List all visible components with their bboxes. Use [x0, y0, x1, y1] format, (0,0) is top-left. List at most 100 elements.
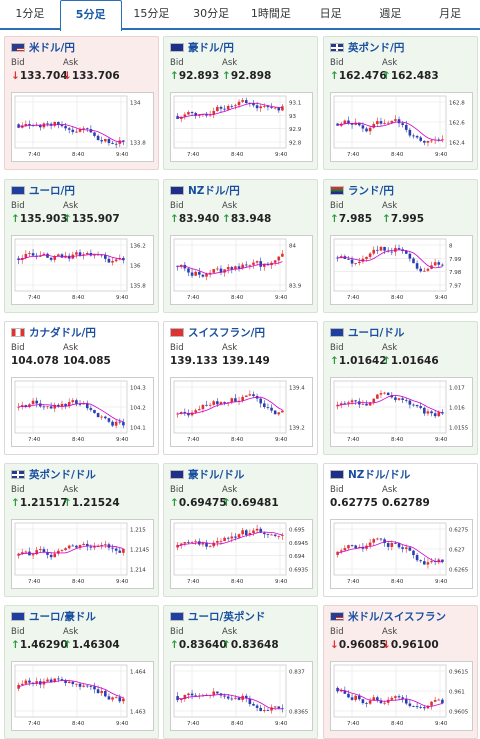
- currency-pair-name[interactable]: 豪ドル/円: [188, 42, 234, 54]
- currency-pair-name[interactable]: ユーロ/英ポンド: [188, 611, 266, 623]
- mini-chart[interactable]: 162.8 162.6 162.4 7:40 8:40 9:40: [330, 92, 473, 162]
- currency-pair-name[interactable]: カナダドル/円: [29, 327, 96, 339]
- mini-chart[interactable]: 93.1 93 92.9 92.8 7:40 8:40 9:40: [170, 92, 313, 162]
- mini-chart[interactable]: 0.837 0.8365 7:40 8:40 9:40: [170, 661, 313, 731]
- y-tick-label: 93: [289, 114, 296, 120]
- candle-body: [339, 403, 343, 405]
- currency-pair-name[interactable]: 英ポンド/ドル: [29, 469, 96, 481]
- candle-body: [401, 123, 404, 125]
- candle-body: [252, 394, 255, 397]
- candle-body: [190, 112, 194, 114]
- candle-body: [31, 554, 35, 556]
- rate-card[interactable]: NZドル/円 Bid Ask ↑83.940 ↑83.948 84 83.9 7:40 8:40…: [163, 179, 318, 313]
- candle-body: [379, 538, 383, 540]
- mini-chart[interactable]: 1.215 1.2145 1.214 7:40 8:40 9:40: [11, 519, 154, 589]
- candle-body: [104, 544, 107, 546]
- mini-chart[interactable]: 134 133.8 7:40 8:40 9:40: [11, 92, 154, 162]
- candle-body: [118, 697, 122, 702]
- candle-body: [82, 254, 85, 256]
- x-tick-label: 9:40: [275, 152, 288, 158]
- currency-pair-name[interactable]: ユーロ/ドル: [348, 327, 405, 339]
- candle-body: [57, 121, 60, 125]
- candle-body: [394, 696, 397, 698]
- rate-card[interactable]: 豪ドル/ドル Bid Ask ↑0.69475 ↑0.69481 0.695 0.6945 0…: [163, 463, 318, 597]
- rate-card[interactable]: スイスフラン/円 Bid Ask 139.133 139.149 139.4 139.2 7:…: [163, 321, 318, 455]
- tab-3[interactable]: 30分足: [193, 7, 230, 20]
- rate-card[interactable]: 豪ドル/円 Bid Ask ↑92.893 ↑92.898 93.1 93 92.9 92.8 7…: [163, 36, 318, 170]
- mini-chart[interactable]: 136.2 136 135.8 7:40 8:40 9:40: [11, 235, 154, 305]
- rate-card[interactable]: 米ドル/円 Bid Ask ↓133.704 ↓133.706 134 133.8 7:40 8…: [4, 36, 159, 170]
- candle-body: [230, 698, 234, 700]
- tab-5[interactable]: 日足: [319, 7, 342, 20]
- candle-body: [53, 256, 57, 260]
- currency-pair-name[interactable]: NZドル/ドル: [348, 469, 411, 481]
- x-tick-label: 7:40: [347, 295, 360, 301]
- candle-body: [64, 403, 67, 407]
- y-tick-label: 0.6275: [449, 528, 469, 534]
- candle-body: [176, 696, 179, 701]
- mini-chart[interactable]: 0.6275 0.627 0.6265 7:40 8:40 9:40: [330, 519, 473, 589]
- mini-chart[interactable]: 1.017 1.016 1.0155 7:40 8:40 9:40: [330, 377, 473, 447]
- currency-pair-name[interactable]: 英ポンド/円: [348, 42, 405, 54]
- bid-label: Bid: [170, 485, 184, 495]
- candle-body: [75, 400, 78, 405]
- currency-pair-name[interactable]: スイスフラン/円: [188, 327, 266, 339]
- mini-chart[interactable]: 84 83.9 7:40 8:40 9:40: [170, 235, 313, 305]
- tab-7[interactable]: 月足: [439, 7, 462, 20]
- candle-body: [118, 550, 122, 553]
- rate-card[interactable]: ユーロ/豪ドル Bid Ask ↑1.46290 ↑1.46304 1.464 1.463 7…: [4, 605, 159, 739]
- rate-card[interactable]: ユーロ/ドル Bid Ask ↑1.01642 ↑1.01646 1.017 1.016 1.…: [323, 321, 478, 455]
- currency-pair-name[interactable]: NZドル/円: [188, 185, 240, 197]
- candle-body: [426, 705, 430, 709]
- candle-body: [57, 404, 60, 407]
- currency-pair-name[interactable]: ランド/円: [348, 185, 394, 197]
- rate-card[interactable]: ランド/円 Bid Ask ↑7.985 ↑7.995 8 7.99 7.98 7.97 7:40…: [323, 179, 478, 313]
- candle-body: [208, 546, 212, 548]
- rate-card[interactable]: NZドル/ドル Bid Ask 0.62775 0.62789 0.6275 0.627 0.…: [323, 463, 478, 597]
- tab-0[interactable]: 1分足: [15, 7, 45, 20]
- x-tick-label: 7:40: [187, 579, 200, 585]
- currency-pair-name[interactable]: ユーロ/豪ドル: [29, 611, 96, 623]
- y-tick-label: 0.627: [449, 548, 465, 554]
- mini-chart[interactable]: 8 7.99 7.98 7.97 7:40 8:40 9:40: [330, 235, 473, 305]
- rate-card[interactable]: 米ドル/スイスフラン Bid Ask ↓0.96085 ↓0.96100 0.9615 0.…: [323, 605, 478, 739]
- candle-body: [376, 394, 379, 399]
- candle-body: [194, 541, 197, 543]
- candle-body: [28, 404, 31, 407]
- mini-chart[interactable]: 139.4 139.2 7:40 8:40 9:40: [170, 377, 313, 447]
- candle-body: [441, 559, 444, 563]
- x-tick-label: 8:40: [231, 437, 244, 443]
- rate-card[interactable]: 英ポンド/ドル Bid Ask ↑1.21517 ↑1.21524 1.215 1.2145…: [4, 463, 159, 597]
- mini-chart[interactable]: 0.9615 0.961 0.9605 7:40 8:40 9:40: [330, 661, 473, 731]
- candle-body: [96, 546, 100, 548]
- rate-card[interactable]: カナダドル/円 Bid Ask 104.078 104.085 104.3 104.2 104…: [4, 321, 159, 455]
- candle-body: [187, 112, 190, 115]
- candle-body: [194, 271, 197, 276]
- candle-body: [412, 135, 415, 137]
- rate-card[interactable]: ユーロ/円 Bid Ask ↑135.903 ↑135.907 136.2 136 135.8…: [4, 179, 159, 313]
- currency-pair-name[interactable]: ユーロ/円: [29, 185, 75, 197]
- bid-label: Bid: [11, 485, 25, 495]
- ask-value-text: 1.46304: [71, 639, 120, 651]
- mini-chart[interactable]: 0.695 0.6945 0.694 0.6935 7:40 8:40 9:40: [170, 519, 313, 589]
- candle-body: [244, 695, 248, 699]
- tab-1[interactable]: 5分足: [59, 0, 122, 31]
- currency-pair-name[interactable]: 豪ドル/ドル: [188, 469, 245, 481]
- tab-6[interactable]: 週足: [379, 7, 402, 20]
- ask-label: Ask: [382, 627, 398, 637]
- mini-chart[interactable]: 104.3 104.2 104.1 7:40 8:40 9:40: [11, 377, 154, 447]
- mini-chart[interactable]: 1.464 1.463 7:40 8:40 9:40: [11, 661, 154, 731]
- candle-body: [248, 394, 252, 396]
- rate-card[interactable]: ユーロ/英ポンド Bid Ask ↑0.83640 ↑0.83648 0.837 0.836…: [163, 605, 318, 739]
- tab-4[interactable]: 1時間足: [250, 7, 291, 20]
- candle-body: [383, 539, 386, 544]
- tab-2[interactable]: 15分足: [133, 7, 170, 20]
- candle-body: [223, 108, 226, 110]
- candle-body: [197, 409, 201, 411]
- rate-card[interactable]: 英ポンド/円 Bid Ask ↑162.476 ↑162.483 162.8 162.6 16…: [323, 36, 478, 170]
- bid-value: 104.078: [11, 355, 59, 367]
- x-tick-label: 9:40: [275, 437, 288, 443]
- au-flag-icon: [170, 43, 184, 52]
- currency-pair-name[interactable]: 米ドル/スイスフラン: [348, 611, 447, 623]
- currency-pair-name[interactable]: 米ドル/円: [29, 42, 75, 54]
